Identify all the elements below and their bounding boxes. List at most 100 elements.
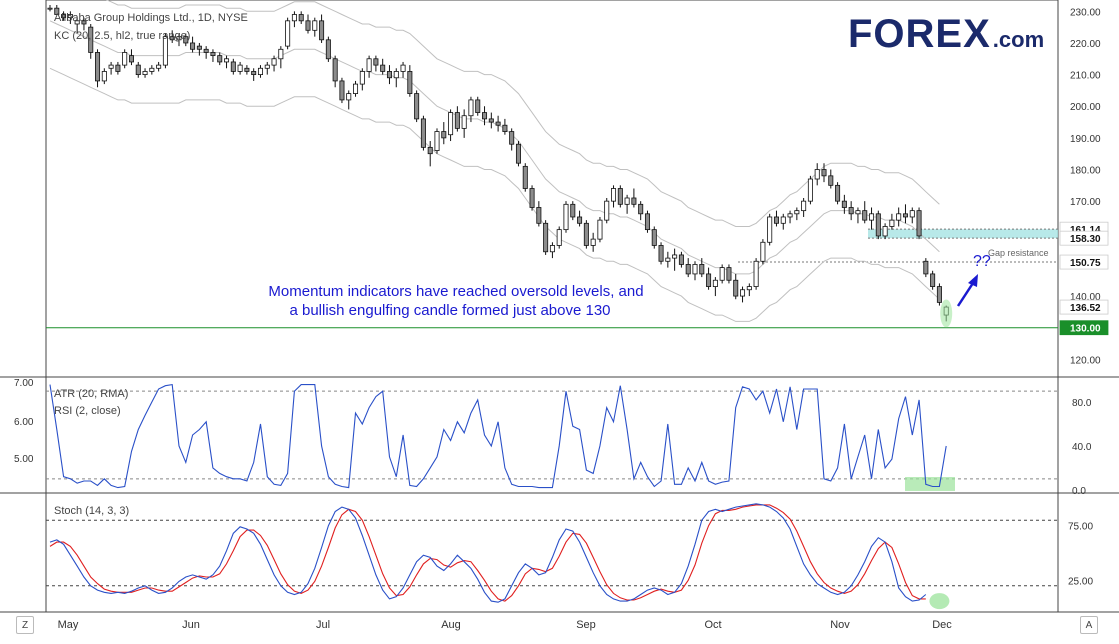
- candle-body: [196, 45, 202, 50]
- rsi-oversold-highlight: [905, 477, 955, 491]
- atr-tick-label: 7.00: [14, 378, 34, 389]
- price-badge: [1059, 230, 1109, 246]
- candle-body: [685, 264, 691, 275]
- price-tick-label: 120.00: [1070, 355, 1101, 366]
- atr-tick-label: 5.00: [14, 454, 34, 465]
- candle-body: [515, 143, 521, 164]
- candle-body: [753, 260, 759, 287]
- candle-body: [461, 115, 467, 129]
- candle-body: [305, 20, 311, 31]
- candle-body: [936, 286, 942, 303]
- candle-body: [746, 286, 752, 291]
- candle-body: [128, 55, 134, 63]
- candle-body: [183, 36, 189, 44]
- rsi-series-line: [49, 383, 947, 489]
- candle-body: [536, 207, 542, 224]
- candle-body: [916, 210, 922, 237]
- candle-body: [373, 58, 379, 66]
- candle-body: [909, 210, 915, 218]
- candle-body: [522, 165, 528, 189]
- month-tick-label: Dec: [932, 619, 952, 631]
- candle-body: [482, 112, 488, 120]
- candle-body: [644, 213, 650, 231]
- candle-body: [862, 210, 868, 221]
- keltner-label: KC (20, 2.5, hl2, true range): [54, 30, 190, 42]
- price-tick-label: 200.00: [1070, 102, 1101, 113]
- candle-body: [108, 64, 114, 69]
- candle-body: [135, 64, 141, 76]
- candle-body: [366, 58, 372, 72]
- candle-body: [780, 216, 786, 224]
- candle-body: [624, 197, 630, 205]
- candle-body: [257, 67, 263, 76]
- forex-logo: FOREX .com: [848, 12, 1045, 56]
- auto-scale-button[interactable]: A: [1080, 616, 1098, 634]
- candle-body: [264, 64, 270, 69]
- price-badge-label: 161.14: [1070, 225, 1101, 236]
- candle-body: [149, 67, 155, 72]
- candle-body: [495, 121, 501, 126]
- stoch-label: Stoch (14, 3, 3): [54, 505, 129, 517]
- candle-body: [332, 58, 338, 82]
- price-tick-label: 230.00: [1070, 7, 1101, 18]
- candle-body: [631, 197, 637, 205]
- candle-body: [577, 216, 583, 224]
- price-tick-label: 220.00: [1070, 39, 1101, 50]
- month-tick-label: Sep: [576, 619, 596, 631]
- rsi-label: RSI (2, close): [54, 405, 121, 417]
- candle-body: [400, 64, 406, 72]
- price-badge-label: 158.30: [1070, 234, 1101, 245]
- rsi-tick-label: 80.0: [1072, 398, 1092, 409]
- candle-body: [848, 207, 854, 215]
- candle-body: [563, 203, 569, 231]
- candle-body: [841, 200, 847, 208]
- candle-body: [611, 188, 617, 202]
- month-tick-label: Jul: [316, 619, 330, 631]
- candle-body: [590, 238, 596, 246]
- candle-body: [923, 260, 929, 275]
- candle-body: [224, 58, 230, 63]
- price-badge-label: 150.75: [1070, 258, 1101, 269]
- candle-body: [889, 219, 895, 227]
- candle-body: [828, 175, 834, 186]
- price-tick-label: 210.00: [1070, 71, 1101, 82]
- candle-body: [468, 99, 474, 117]
- candle-body: [47, 7, 53, 10]
- candle-body: [101, 71, 107, 82]
- candle-body: [393, 71, 399, 79]
- candle-body: [529, 188, 535, 208]
- atr-tick-label: 6.00: [14, 417, 34, 428]
- candle-body: [359, 71, 365, 85]
- candle-body: [760, 241, 766, 262]
- candle-body: [475, 99, 481, 113]
- candle-body: [142, 71, 148, 76]
- candle-body: [882, 226, 888, 237]
- candle-body: [380, 64, 386, 72]
- candle-body: [407, 71, 413, 94]
- candle-body: [638, 203, 644, 215]
- month-tick-label: May: [58, 619, 79, 631]
- candle-body: [122, 52, 128, 66]
- candle-body: [583, 222, 589, 246]
- timezone-button[interactable]: Z: [16, 616, 34, 634]
- annotation-line-2: a bullish engulfing candle formed just a…: [289, 302, 610, 319]
- candle-body: [448, 112, 454, 136]
- price-badge-label: 130.00: [1070, 324, 1101, 335]
- candle-body: [353, 83, 359, 94]
- price-tick-label: 190.00: [1070, 134, 1101, 145]
- candle-body: [787, 213, 793, 218]
- candle-body: [678, 254, 684, 265]
- candle-body: [617, 188, 623, 205]
- arrow-head: [968, 274, 978, 287]
- gap-resistance-label: Gap resistance: [988, 248, 1049, 258]
- price-tick-label: 140.00: [1070, 292, 1101, 303]
- candle-body: [570, 203, 576, 218]
- logo-suffix: .com: [992, 27, 1045, 52]
- question-marks: ??: [973, 253, 991, 270]
- price-tick-label: 180.00: [1070, 166, 1101, 177]
- candle-body: [488, 118, 494, 123]
- candle-body: [807, 178, 813, 202]
- candle-body: [291, 14, 297, 22]
- candle-body: [597, 219, 603, 240]
- candle-body: [699, 264, 705, 275]
